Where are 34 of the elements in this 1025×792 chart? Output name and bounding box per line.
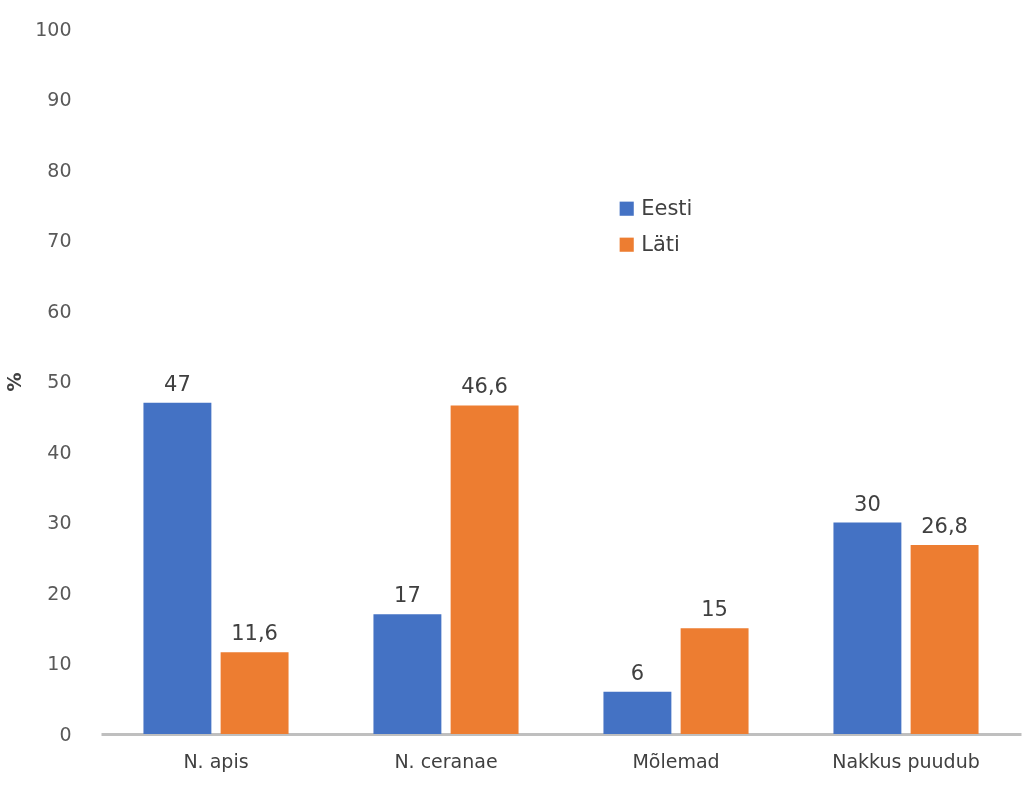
bar (373, 614, 442, 734)
data-label: 6 (630, 660, 645, 685)
data-label: 26,8 (921, 514, 968, 539)
y-tick-label: 50 (47, 370, 72, 392)
y-tick-label: 10 (47, 652, 72, 674)
y-tick-label: 0 (59, 722, 72, 745)
y-tick-label: 60 (47, 299, 72, 322)
bar (220, 652, 289, 734)
x-tick-label: N. apis (183, 749, 249, 772)
data-label: 15 (701, 597, 728, 622)
bar (143, 402, 212, 734)
data-label: 46,6 (461, 374, 508, 399)
data-label: 47 (164, 371, 191, 396)
y-tick-label: 100 (35, 17, 72, 40)
bar (910, 545, 979, 734)
y-tick-label: 90 (47, 88, 72, 110)
y-tick-label: 80 (47, 158, 72, 181)
y-tick-label: 30 (47, 511, 72, 533)
legend-label: Eesti (641, 195, 693, 220)
data-label: 17 (394, 583, 421, 608)
bar (680, 628, 749, 734)
y-tick-label: 70 (47, 229, 72, 251)
data-label: 11,6 (231, 621, 278, 646)
y-axis-title: % (3, 372, 26, 392)
x-tick-label: Nakkus puudub (832, 749, 980, 772)
bar (833, 522, 902, 734)
x-tick-label: N. ceranae (394, 749, 498, 772)
legend-label: Läti (641, 231, 680, 256)
y-tick-label: 20 (47, 581, 72, 604)
bar (450, 405, 519, 734)
y-tick-label: 40 (47, 440, 72, 463)
x-tick-label: Mõlemad (632, 749, 720, 772)
data-label: 30 (854, 491, 881, 516)
bar (603, 691, 672, 734)
